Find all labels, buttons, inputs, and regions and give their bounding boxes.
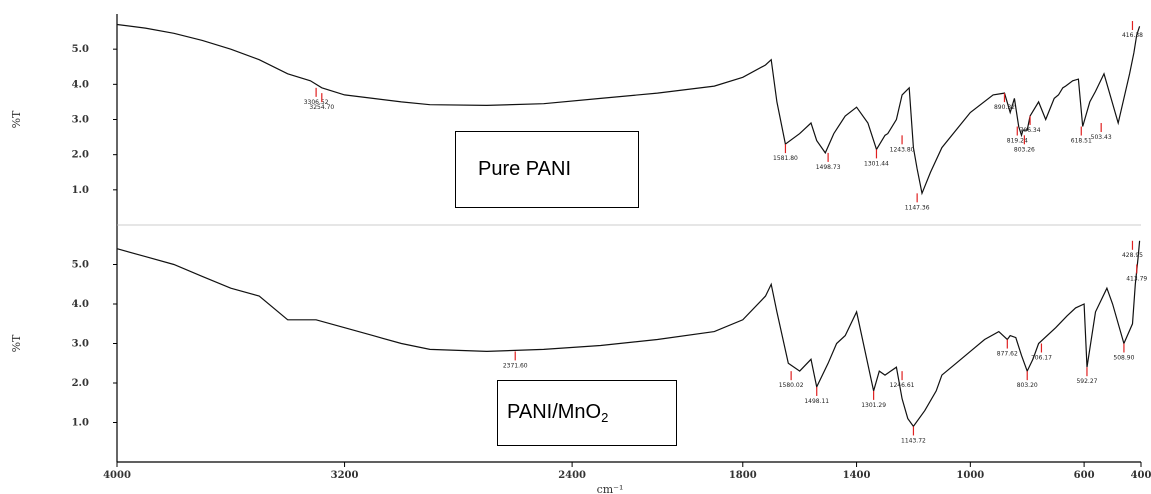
peak-label: 803.20 xyxy=(1017,382,1038,389)
peak-label: 413.79 xyxy=(1126,276,1147,283)
peak-label: 1301.29 xyxy=(861,402,886,409)
peak-label: 416.38 xyxy=(1122,32,1143,39)
peak-label: 618.51 xyxy=(1071,138,1092,145)
peak-label: 706.17 xyxy=(1031,355,1052,362)
label-box-pani-mno2: PANI/MnO2 xyxy=(497,380,677,446)
label-pure-pani: Pure PANI xyxy=(478,158,571,180)
x-tick-label: 600 xyxy=(1074,470,1095,481)
y-tick-label: 1.0 xyxy=(72,418,89,429)
x-tick-label: 400 xyxy=(1131,470,1151,481)
y-tick-label: 4.0 xyxy=(72,79,89,90)
x-tick-label: 1400 xyxy=(843,470,871,481)
peak-label: 592.27 xyxy=(1076,378,1097,385)
y-tick-label: 1.0 xyxy=(72,185,89,196)
peak-label: 819.24 xyxy=(1007,138,1028,145)
spectrum-line-top xyxy=(116,23,1141,196)
x-axis-title: cm⁻¹ xyxy=(597,483,624,494)
y-tick-label: 2.0 xyxy=(72,150,89,161)
peak-label: 803.26 xyxy=(1014,146,1035,153)
x-tick-label: 4000 xyxy=(103,470,131,481)
y-tick-label: 2.0 xyxy=(72,378,89,389)
peak-label: 877.62 xyxy=(997,351,1018,358)
peak-label: 1243.80 xyxy=(890,146,915,153)
peak-label: 706.34 xyxy=(1020,127,1041,134)
label-box-pure-pani: Pure PANI xyxy=(455,131,639,208)
y-tick-label: 5.0 xyxy=(72,260,89,271)
x-tick-label: 1000 xyxy=(956,470,984,481)
y-tick-label: 3.0 xyxy=(72,115,89,126)
y-axis-title: %T xyxy=(10,334,23,352)
peak-label: 1498.73 xyxy=(816,164,841,171)
peak-label: 1246.61 xyxy=(890,382,915,389)
peak-label: 503.43 xyxy=(1091,134,1112,141)
y-tick-label: 4.0 xyxy=(72,299,89,310)
peak-label: 428.95 xyxy=(1122,252,1143,259)
peak-label: 1498.11 xyxy=(804,398,829,405)
x-tick-label: 2400 xyxy=(558,470,586,481)
plot-pani-mno2: 1.0 2.0 3.0 4.0 5.0 %T 2371.60 1580.02 1498.11 13… xyxy=(10,240,1147,444)
spectrum-line-bottom xyxy=(116,240,1141,428)
peak-label: 3254.70 xyxy=(309,104,334,111)
peak-label: 2371.60 xyxy=(503,362,528,369)
y-tick-label: 5.0 xyxy=(72,44,89,55)
peak-label: 1580.02 xyxy=(779,382,804,389)
label-pani-mno2: PANI/MnO2 xyxy=(507,401,609,425)
peak-label: 3306.52 xyxy=(304,99,329,106)
y-axis-title: %T xyxy=(10,110,23,128)
peak-label: 1147.36 xyxy=(905,204,930,211)
axes-layer: 4000 3200 2400 1800 1400 1000 600 400 cm⁻¹ xyxy=(103,14,1151,494)
peak-label: 890.32 xyxy=(994,104,1015,111)
peak-label: 1301.44 xyxy=(864,160,889,167)
peak-label: 1581.80 xyxy=(773,155,798,162)
peak-label: 1143.72 xyxy=(901,437,926,444)
peak-label: 508.90 xyxy=(1113,355,1134,362)
y-tick-label: 3.0 xyxy=(72,339,89,350)
x-tick-label: 3200 xyxy=(331,470,359,481)
x-tick-label: 1800 xyxy=(729,470,757,481)
